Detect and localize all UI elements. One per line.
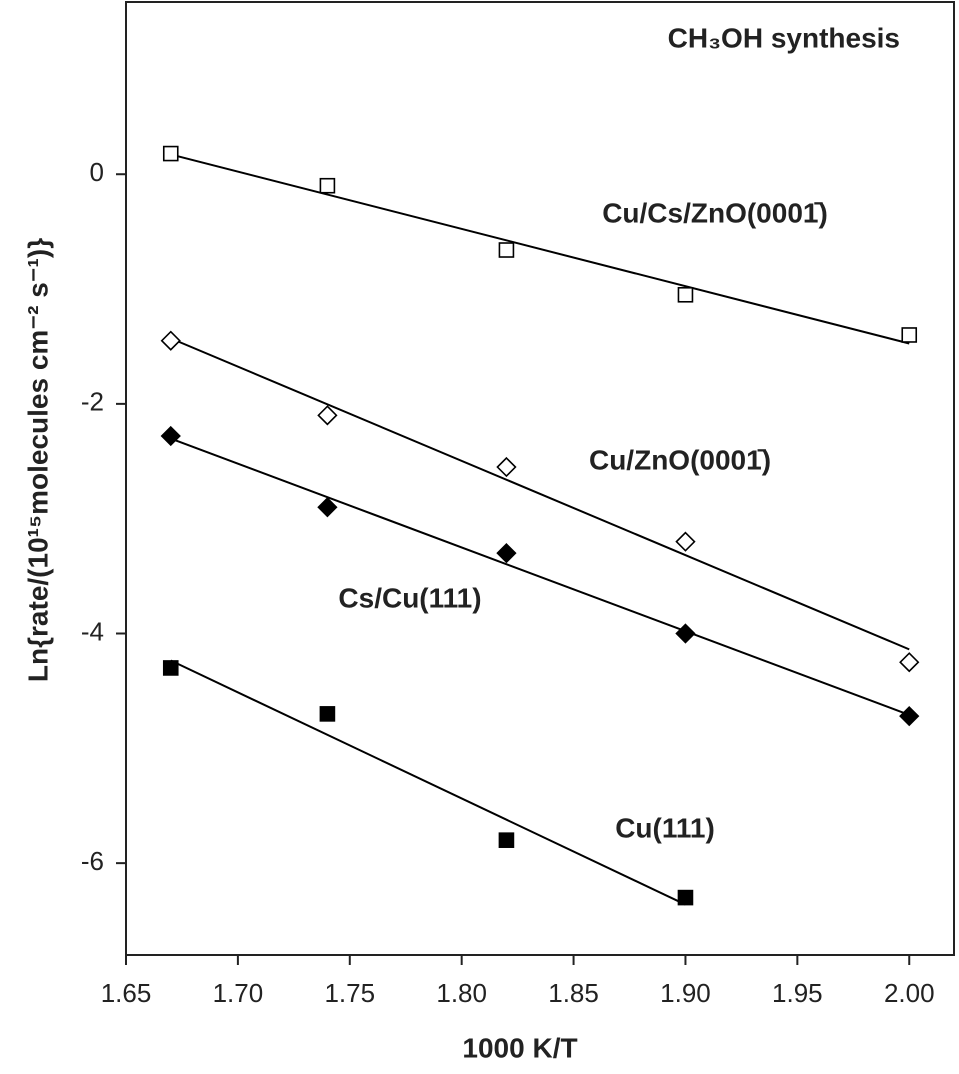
series-label: Cu/ZnO(0001̄) (589, 444, 771, 475)
marker (899, 652, 920, 673)
marker (319, 706, 336, 722)
y-tick-label: -6 (81, 846, 104, 876)
x-tick-label: 1.65 (101, 978, 152, 1008)
marker (677, 889, 694, 906)
series-label: Cs/Cu(111) (338, 582, 481, 613)
plot-frame (125, 1, 955, 956)
chart-title: CH₃OH synthesis (668, 22, 900, 53)
x-tick-label: 1.75 (324, 978, 375, 1008)
marker (498, 832, 515, 848)
x-tick-label: 1.90 (660, 978, 711, 1008)
x-axis-label: 1000 K/T (462, 1032, 577, 1063)
marker (160, 425, 181, 447)
marker (162, 145, 179, 162)
marker (677, 286, 694, 303)
marker (496, 543, 517, 564)
y-tick-label: -4 (81, 616, 104, 646)
x-tick-label: 1.70 (213, 978, 264, 1008)
marker (901, 327, 918, 343)
marker (496, 456, 517, 478)
marker (317, 405, 338, 426)
y-tick-label: 0 (90, 157, 104, 187)
marker (162, 660, 179, 676)
fit-line (170, 337, 910, 651)
fit-line (170, 659, 686, 906)
series-label: Cu(111) (615, 812, 715, 843)
marker (319, 177, 336, 194)
fit-line (170, 437, 910, 716)
y-tick-label: -2 (81, 387, 104, 417)
x-tick-label: 2.00 (884, 978, 935, 1008)
marker (675, 531, 696, 552)
x-tick-label: 1.85 (548, 978, 599, 1008)
marker (160, 330, 181, 351)
series-label: Cu/Cs/ZnO(0001̄) (602, 197, 828, 228)
marker (317, 497, 338, 518)
y-axis-label: Ln{rate/(10¹⁵molecules cm⁻² s⁻¹)} (22, 238, 53, 682)
marker (899, 706, 920, 727)
marker (498, 242, 515, 258)
x-tick-label: 1.95 (772, 978, 823, 1008)
fit-line (170, 153, 910, 345)
x-tick-label: 1.80 (436, 978, 487, 1008)
marker (675, 623, 696, 644)
